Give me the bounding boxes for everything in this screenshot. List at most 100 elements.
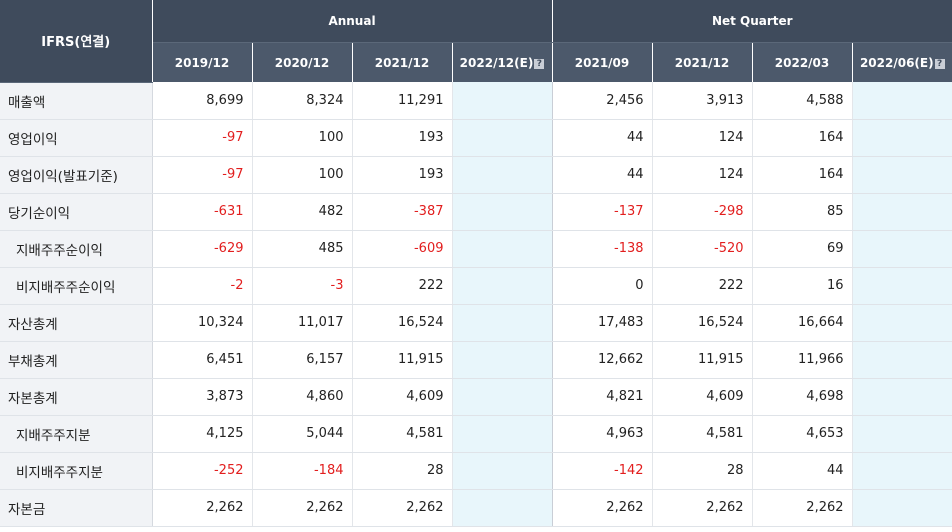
value-cell: 4,653 [752,415,853,453]
estimate-cell [852,193,952,231]
value-cell: 5,044 [252,415,353,453]
estimate-cell [852,267,952,305]
table-row: 영업이익(발표기준) -97 100 193 44 124 164 [0,156,952,194]
value-cell: 6,451 [152,341,253,379]
value-cell: 4,963 [552,415,653,453]
row-label: 영업이익 [0,119,153,157]
value-cell: -97 [152,119,253,157]
value-cell: 2,456 [552,82,653,120]
value-cell: 11,966 [752,341,853,379]
table-row: 당기순이익 -631 482 -387 -137 -298 85 [0,193,952,231]
table-row: 지배주주지분 4,125 5,044 4,581 4,963 4,581 4,653 [0,415,952,453]
value-cell: 3,913 [652,82,753,120]
value-cell: 85 [752,193,853,231]
value-cell: 4,588 [752,82,853,120]
value-cell: -184 [252,452,353,490]
value-cell: 11,291 [352,82,453,120]
quarter-period-header: 2021/09 [552,42,653,82]
quarter-period-header: 2022/06(E)? [852,42,952,82]
value-cell: 69 [752,230,853,268]
row-label: 매출액 [0,82,153,120]
value-cell: -97 [152,156,253,194]
row-label: 비지배주주지분 [0,452,153,490]
value-cell: -520 [652,230,753,268]
value-cell: -298 [652,193,753,231]
period-label: 2021/09 [574,55,630,70]
value-cell: -3 [252,267,353,305]
annual-period-header: 2021/12 [352,42,453,82]
value-cell: 485 [252,230,353,268]
value-cell: 11,017 [252,304,353,342]
value-cell: 4,581 [652,415,753,453]
value-cell: 44 [752,452,853,490]
estimate-cell [452,230,553,268]
value-cell: 124 [652,119,753,157]
value-cell: 6,157 [252,341,353,379]
value-cell: 2,262 [252,489,353,527]
annual-group-header: Annual [152,0,553,43]
value-cell: 8,699 [152,82,253,120]
value-cell: 222 [352,267,453,305]
table-row: 부채총계 6,451 6,157 11,915 12,662 11,915 11,966 [0,341,952,379]
annual-period-header: 2020/12 [252,42,353,82]
estimate-cell [452,193,553,231]
value-cell: 4,609 [352,378,453,416]
help-icon[interactable]: ? [934,58,945,69]
period-label: 2021/12 [674,55,730,70]
period-label: 2022/12(E) [459,55,534,70]
value-cell: 100 [252,156,353,194]
value-cell: 2,262 [152,489,253,527]
value-cell: 193 [352,119,453,157]
estimate-cell [452,489,553,527]
row-label: 영업이익(발표기준) [0,156,153,194]
table-row: 자본금 2,262 2,262 2,262 2,262 2,262 2,262 [0,489,952,527]
value-cell: 28 [352,452,453,490]
value-cell: 4,860 [252,378,353,416]
value-cell: 2,262 [552,489,653,527]
value-cell: -631 [152,193,253,231]
row-label: 자본총계 [0,378,153,416]
row-label: 지배주주지분 [0,415,153,453]
value-cell: 164 [752,156,853,194]
estimate-cell [452,304,553,342]
estimate-cell [452,156,553,194]
estimate-cell [452,378,553,416]
value-cell: 124 [652,156,753,194]
value-cell: 12,662 [552,341,653,379]
estimate-cell [452,341,553,379]
value-cell: 11,915 [352,341,453,379]
value-cell: 2,262 [752,489,853,527]
value-cell: 2,262 [352,489,453,527]
period-label: 2022/06(E) [859,55,934,70]
table-row: 매출액 8,699 8,324 11,291 2,456 3,913 4,588 [0,82,952,120]
value-cell: 16,664 [752,304,853,342]
annual-period-header: 2019/12 [152,42,253,82]
estimate-cell [852,415,952,453]
value-cell: -252 [152,452,253,490]
value-cell: 16,524 [352,304,453,342]
period-label: 2020/12 [274,55,330,70]
value-cell: 44 [552,156,653,194]
row-label: 자산총계 [0,304,153,342]
estimate-cell [852,156,952,194]
value-cell: -609 [352,230,453,268]
accounting-standard-header: IFRS(연결) [0,0,153,83]
value-cell: 44 [552,119,653,157]
row-label: 비지배주주순이익 [0,267,153,305]
value-cell: -142 [552,452,653,490]
value-cell: -137 [552,193,653,231]
table-row: 자산총계 10,324 11,017 16,524 17,483 16,524 16,664 [0,304,952,342]
value-cell: 16,524 [652,304,753,342]
table-row: 지배주주순이익 -629 485 -609 -138 -520 69 [0,230,952,268]
help-icon[interactable]: ? [534,58,545,69]
quarter-period-header: 2021/12 [652,42,753,82]
period-label: 2019/12 [174,55,230,70]
value-cell: 3,873 [152,378,253,416]
estimate-cell [452,452,553,490]
value-cell: 482 [252,193,353,231]
value-cell: 2,262 [652,489,753,527]
estimate-cell [452,415,553,453]
value-cell: 11,915 [652,341,753,379]
value-cell: 164 [752,119,853,157]
